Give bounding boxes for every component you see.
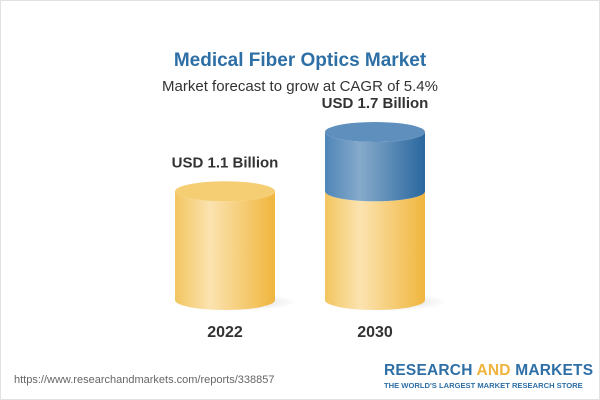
data-label: USD 1.7 Billion: [322, 95, 429, 112]
x-tick-label: 2030: [357, 324, 393, 341]
source-url[interactable]: https://www.researchandmarkets.com/repor…: [14, 374, 275, 386]
bar-2030-growth-body: [325, 132, 425, 202]
x-tick-label: 2022: [207, 324, 243, 341]
bar-2022-body: [175, 191, 275, 310]
bar-2022-top: [175, 181, 275, 202]
chart-title: Medical Fiber Optics Market: [173, 50, 427, 71]
bar-2030-growth-top: [325, 122, 425, 142]
chart-subtitle: Market forecast to grow at CAGR of 5.4%: [162, 78, 438, 95]
data-label: USD 1.1 Billion: [172, 154, 279, 171]
research-and-markets-logo: RESEARCH AND MARKETS THE WORLD'S LARGEST…: [384, 362, 594, 390]
bar-2030-base-body: [325, 191, 425, 310]
